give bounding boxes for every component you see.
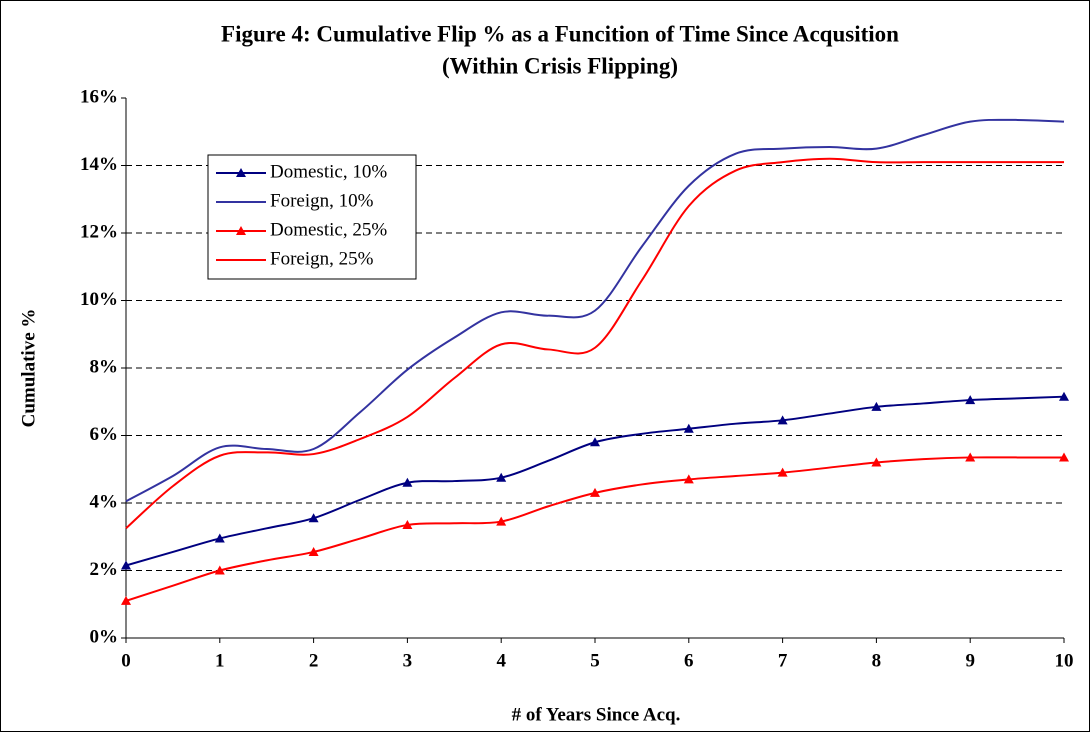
series-marker	[777, 415, 788, 425]
series-marker	[871, 457, 882, 467]
x-tick-label: 5	[590, 650, 600, 671]
x-tick-label: 4	[496, 650, 506, 671]
series-marker	[121, 560, 131, 570]
series-marker	[308, 546, 319, 556]
series-marker	[1059, 391, 1069, 401]
x-axis-label: # of Years Since Acq.	[512, 704, 681, 725]
x-tick-label: 10	[1055, 650, 1074, 671]
legend: Domestic, 10% Foreign, 10% Domestic, 25% Fo…	[207, 154, 417, 280]
y-tick-label: 14%	[80, 154, 118, 175]
y-tick-label: 4%	[90, 491, 119, 512]
y-tick-label: 2%	[90, 559, 119, 580]
series-marker	[496, 516, 507, 526]
legend-marker	[236, 168, 246, 177]
legend-label: Foreign, 10%	[270, 190, 374, 211]
series-marker	[214, 565, 225, 575]
series-marker	[1059, 452, 1069, 462]
chart-subtitle: (Within Crisis Flipping)	[442, 53, 678, 78]
series-marker	[590, 437, 600, 447]
x-tick-label: 6	[684, 650, 694, 671]
y-tick-label: 16%	[80, 86, 118, 107]
legend-label: Foreign, 25%	[270, 248, 374, 269]
x-tick-label: 2	[309, 650, 319, 671]
y-tick-label: 12%	[80, 221, 118, 242]
y-axis-label: Cumulative %	[18, 309, 39, 428]
chart-title: Figure 4: Cumulative Flip % as a Funciti…	[221, 21, 899, 46]
series-marker	[683, 423, 694, 433]
series-marker	[214, 533, 225, 543]
series-marker	[402, 477, 413, 487]
legend-label: Domestic, 10%	[270, 161, 387, 182]
x-tick-label: 7	[778, 650, 788, 671]
y-tick-label: 8%	[90, 356, 119, 377]
series-marker	[965, 395, 976, 405]
series-line	[125, 118, 1065, 503]
x-tick-label: 1	[215, 650, 225, 671]
series-marker	[965, 452, 976, 462]
y-tick-label: 0%	[90, 626, 119, 647]
series-line	[125, 157, 1064, 530]
series-marker	[402, 519, 413, 529]
legend-label: Domestic, 25%	[270, 219, 387, 240]
series-marker	[121, 595, 131, 605]
series-marker	[683, 474, 694, 484]
y-tick-label: 10%	[80, 289, 118, 310]
x-tick-label: 3	[403, 650, 413, 671]
series-marker	[871, 401, 882, 411]
x-tick-label: 8	[872, 650, 882, 671]
x-tick-label: 9	[965, 650, 975, 671]
series-marker	[590, 487, 600, 497]
series-marker	[777, 467, 788, 477]
series-marker	[496, 472, 507, 482]
x-tick-label: 0	[121, 650, 131, 671]
series-marker	[308, 513, 319, 523]
y-tick-label: 6%	[90, 424, 119, 445]
legend-marker	[236, 226, 246, 235]
